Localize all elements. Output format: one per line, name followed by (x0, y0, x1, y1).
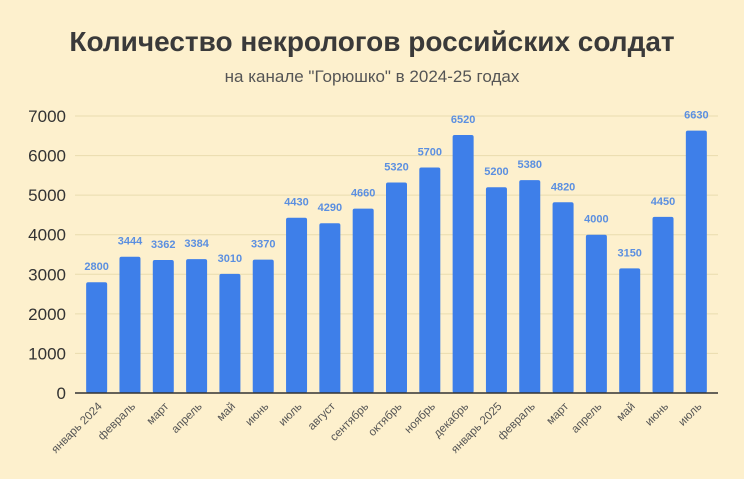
chart-subtitle: на канале "Горюшко" в 2024-25 годах (224, 67, 520, 86)
data-label: 3362 (151, 239, 175, 251)
x-tick-label: май (215, 401, 238, 424)
y-tick-label: 6000 (28, 147, 66, 166)
chart-title: Количество некрологов российских солдат (69, 26, 675, 57)
data-label: 5200 (484, 166, 508, 178)
bar (619, 268, 641, 393)
data-label: 5700 (418, 146, 442, 158)
bar (552, 202, 574, 393)
bar (685, 130, 707, 394)
data-label: 5380 (518, 159, 542, 171)
bar (419, 167, 441, 393)
bar (152, 259, 174, 393)
bar (585, 234, 607, 393)
bar (319, 223, 341, 393)
data-label: 4430 (284, 197, 308, 209)
bar (652, 216, 674, 393)
data-label: 3384 (184, 238, 209, 250)
x-tick-label: май (615, 401, 638, 424)
data-label: 3010 (218, 253, 242, 265)
x-tick-label: август (306, 400, 339, 433)
bar (119, 256, 141, 393)
data-label: 5320 (384, 161, 408, 173)
bar (386, 182, 407, 393)
data-label: 4450 (651, 196, 675, 208)
x-tick-label: март (145, 400, 172, 427)
bar (485, 187, 507, 393)
y-tick-label: 2000 (28, 305, 66, 324)
data-label: 6520 (451, 114, 475, 126)
bar (352, 208, 374, 393)
data-label: 2800 (84, 261, 108, 273)
data-label: 4660 (351, 188, 375, 200)
y-tick-label: 5000 (28, 186, 66, 205)
x-tick-label: июнь (243, 401, 271, 429)
bar (252, 259, 274, 393)
data-label: 4290 (318, 202, 342, 214)
data-label: 6630 (684, 110, 708, 122)
bar (86, 282, 108, 393)
x-tick-label: июнь (643, 401, 671, 429)
data-label: 4820 (551, 181, 575, 193)
x-tick-label: март (545, 400, 572, 427)
y-tick-label: 1000 (28, 344, 66, 363)
x-tick-label: июль (277, 401, 305, 429)
x-tick-label: апрель (170, 401, 205, 436)
x-tick-label: октябрь (366, 401, 404, 439)
x-tick-label: апрель (569, 401, 604, 436)
x-tick-label: январь 2024 (50, 400, 106, 456)
bar (219, 273, 241, 393)
y-tick-label: 4000 (28, 226, 66, 245)
y-tick-label: 0 (57, 384, 66, 403)
bar (186, 259, 208, 393)
y-tick-label: 3000 (28, 265, 66, 284)
data-label: 3150 (617, 247, 641, 259)
data-label: 3444 (118, 236, 143, 248)
data-label: 3370 (251, 239, 275, 251)
x-tick-label: июль (677, 401, 705, 429)
data-label: 4000 (584, 214, 608, 226)
bar (286, 217, 308, 393)
y-tick-label: 7000 (28, 107, 66, 126)
bar (519, 180, 541, 393)
bar (452, 134, 474, 393)
